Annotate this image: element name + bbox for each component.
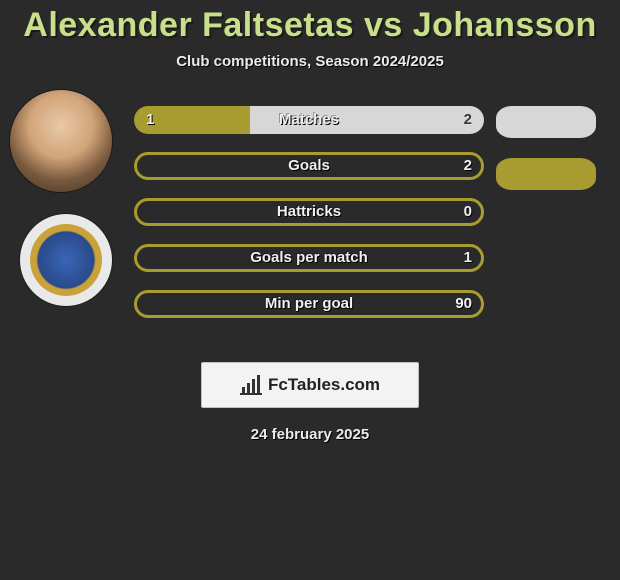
bar-right-segment bbox=[137, 247, 481, 269]
bar-right-segment bbox=[137, 201, 481, 223]
bar-right-value: 2 bbox=[464, 152, 472, 180]
date-text: 24 february 2025 bbox=[0, 426, 620, 443]
bar-track bbox=[134, 244, 484, 272]
bar-track bbox=[134, 198, 484, 226]
bar-row: Matches12 bbox=[134, 106, 484, 134]
comparison-bars: Matches12Goals2Hattricks0Goals per match… bbox=[134, 106, 484, 336]
bar-right-value: 2 bbox=[464, 106, 472, 134]
chart-icon bbox=[240, 375, 262, 395]
bar-row: Goals per match1 bbox=[134, 244, 484, 272]
bar-right-segment bbox=[250, 106, 485, 134]
bar-track bbox=[134, 290, 484, 318]
right-column bbox=[494, 106, 612, 210]
bar-row: Hattricks0 bbox=[134, 198, 484, 226]
comparison-infographic: Alexander Faltsetas vs Johansson Club co… bbox=[0, 0, 620, 580]
summary-pill bbox=[496, 158, 596, 190]
brand-badge: FcTables.com bbox=[201, 362, 419, 408]
bar-track bbox=[134, 152, 484, 180]
bar-right-segment bbox=[137, 293, 481, 315]
bar-row: Min per goal90 bbox=[134, 290, 484, 318]
bar-track bbox=[134, 106, 484, 134]
player-avatar bbox=[10, 90, 112, 192]
content-area: Matches12Goals2Hattricks0Goals per match… bbox=[0, 98, 620, 338]
bar-right-value: 0 bbox=[464, 198, 472, 226]
bar-right-segment bbox=[137, 155, 481, 177]
page-subtitle: Club competitions, Season 2024/2025 bbox=[0, 53, 620, 70]
page-title: Alexander Faltsetas vs Johansson bbox=[0, 0, 620, 45]
club-badge-inner bbox=[30, 224, 102, 296]
bar-right-value: 1 bbox=[464, 244, 472, 272]
summary-pill bbox=[496, 106, 596, 138]
club-badge bbox=[20, 214, 112, 306]
left-column bbox=[8, 90, 118, 306]
bar-row: Goals2 bbox=[134, 152, 484, 180]
bar-left-value: 1 bbox=[146, 106, 154, 134]
bar-right-value: 90 bbox=[455, 290, 472, 318]
brand-text: FcTables.com bbox=[268, 375, 380, 395]
